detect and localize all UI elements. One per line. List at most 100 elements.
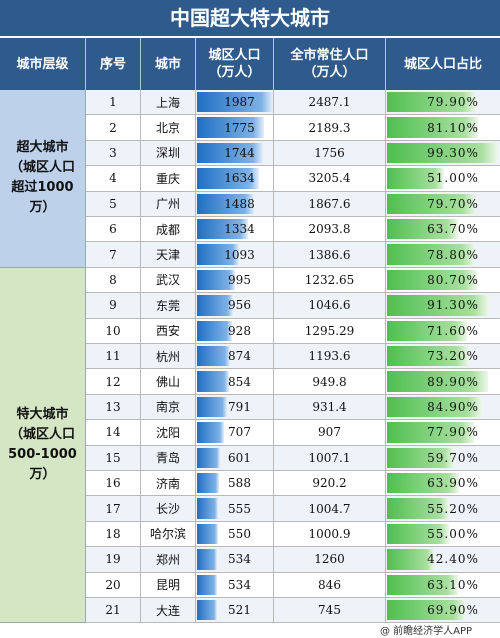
row-ratio: 42.40% xyxy=(386,547,500,571)
row-urban-pop: 521 xyxy=(196,598,274,623)
header-urban-pop-line1: 城区人口 xyxy=(208,48,261,63)
row-total-pop-text: 1000.9 xyxy=(308,526,351,541)
row-urban-pop-text: 1775 xyxy=(224,120,255,135)
row-urban-pop-text: 588 xyxy=(228,476,251,491)
ratio-bar xyxy=(387,473,459,494)
row-city: 武汉 xyxy=(141,267,196,293)
row-index: 12 xyxy=(86,369,141,394)
row-index: 19 xyxy=(86,547,141,572)
row-city: 广州 xyxy=(141,191,196,216)
row-city: 南京 xyxy=(141,394,196,420)
ratio-bar xyxy=(387,320,468,341)
ratio-bar xyxy=(387,574,458,595)
row-index: 1 xyxy=(86,90,141,115)
row-index: 4 xyxy=(86,166,141,191)
row-total-pop-text: 907 xyxy=(318,425,341,440)
row-city-text: 上海 xyxy=(155,95,180,110)
row-ratio-text: 84.90% xyxy=(427,399,479,414)
row-ratio-text: 71.60% xyxy=(427,323,479,338)
table-row: 9 东莞 956 1046.6 91.30% xyxy=(86,293,500,319)
ratio-bar xyxy=(387,422,475,443)
table-row: 18 哈尔滨 550 1000.9 55.00% xyxy=(86,521,500,548)
row-urban-pop: 1634 xyxy=(196,166,274,191)
row-ratio: 79.70% xyxy=(386,192,500,216)
row-ratio: 63.90% xyxy=(386,471,500,495)
row-urban-pop: 588 xyxy=(196,471,274,496)
row-index-text: 7 xyxy=(109,247,117,262)
row-urban-pop-text: 1488 xyxy=(224,196,255,211)
row-urban-pop: 995 xyxy=(196,267,274,293)
row-ratio-text: 79.70% xyxy=(427,196,479,211)
row-urban-pop-text: 1634 xyxy=(224,171,255,186)
urban-pop-bar xyxy=(197,498,219,519)
row-total-pop: 2487.1 xyxy=(274,90,386,115)
ratio-bar xyxy=(387,498,449,519)
row-total-pop-text: 949.8 xyxy=(312,374,347,389)
row-ratio-text: 55.00% xyxy=(427,526,479,541)
row-ratio: 63.10% xyxy=(386,573,500,597)
row-index: 13 xyxy=(86,394,141,420)
table-row: 5 广州 1488 1867.6 79.70% xyxy=(86,191,500,217)
row-urban-pop: 956 xyxy=(196,293,274,318)
row-city: 天津 xyxy=(141,242,196,267)
table-row: 20 昆明 534 846 63.10% xyxy=(86,572,500,598)
row-city-text: 成都 xyxy=(155,222,180,237)
row-ratio: 59.70% xyxy=(386,446,500,470)
row-city: 哈尔滨 xyxy=(141,521,196,547)
table-row: 16 济南 588 920.2 63.90% xyxy=(86,471,500,497)
row-total-pop: 949.8 xyxy=(274,369,386,394)
row-urban-pop-text: 601 xyxy=(228,450,251,465)
row-ratio: 63.70% xyxy=(386,217,500,241)
ratio-bar xyxy=(387,523,449,545)
row-ratio-text: 51.00% xyxy=(427,171,479,186)
ratio-bar xyxy=(387,92,477,113)
row-index: 7 xyxy=(86,242,141,267)
row-ratio: 51.00% xyxy=(386,166,500,190)
table-row: 21 大连 521 745 69.90% xyxy=(86,598,500,624)
row-index: 11 xyxy=(86,344,141,369)
row-urban-pop-text: 791 xyxy=(228,399,251,414)
row-index-text: 1 xyxy=(109,95,117,110)
row-city-text: 深圳 xyxy=(155,146,180,161)
table-row: 4 重庆 1634 3205.4 51.00% xyxy=(86,166,500,192)
row-total-pop-text: 1007.1 xyxy=(308,450,351,465)
urban-pop-bar xyxy=(197,574,218,595)
row-urban-pop: 555 xyxy=(196,496,274,521)
row-ratio-text: 63.70% xyxy=(427,222,479,237)
row-ratio-text: 80.70% xyxy=(427,272,479,287)
row-urban-pop-text: 1334 xyxy=(224,222,255,237)
row-total-pop: 1756 xyxy=(274,140,386,166)
row-city: 深圳 xyxy=(141,140,196,166)
row-urban-pop: 1744 xyxy=(196,140,274,166)
ratio-bar xyxy=(387,447,454,468)
row-index-text: 17 xyxy=(105,501,121,516)
table-row: 19 郑州 534 1260 42.40% xyxy=(86,547,500,573)
row-ratio-text: 99.30% xyxy=(427,145,479,160)
row-index-text: 10 xyxy=(105,323,121,338)
row-total-pop: 1232.65 xyxy=(274,267,386,293)
urban-pop-bar xyxy=(197,523,218,545)
table-row: 14 沈阳 707 907 77.90% xyxy=(86,420,500,446)
tier-label-2: 特大城市 （城区人口 500-1000 万） xyxy=(0,267,86,624)
row-city-text: 天津 xyxy=(155,248,180,263)
row-city: 杭州 xyxy=(141,344,196,369)
row-ratio-text: 63.10% xyxy=(427,577,479,592)
row-city: 东莞 xyxy=(141,293,196,318)
row-total-pop-text: 1046.6 xyxy=(308,298,351,313)
urban-pop-bar xyxy=(197,168,260,189)
urban-pop-bar xyxy=(197,371,230,392)
row-index: 21 xyxy=(86,598,141,623)
urban-pop-bar xyxy=(197,92,273,113)
row-total-pop-text: 1386.6 xyxy=(308,247,351,262)
ratio-bar xyxy=(387,346,469,367)
row-total-pop: 1867.6 xyxy=(274,191,386,216)
row-city: 西安 xyxy=(141,318,196,343)
row-urban-pop: 791 xyxy=(196,394,274,420)
row-city: 成都 xyxy=(141,217,196,242)
row-total-pop: 1193.6 xyxy=(274,344,386,369)
ratio-bar xyxy=(387,371,488,392)
ratio-bar xyxy=(387,193,477,214)
row-ratio-text: 77.90% xyxy=(427,425,479,440)
header-total-pop-line1: 全市常住人口 xyxy=(290,48,369,63)
header-total-pop: 全市常住人口 （万人） xyxy=(274,38,386,90)
